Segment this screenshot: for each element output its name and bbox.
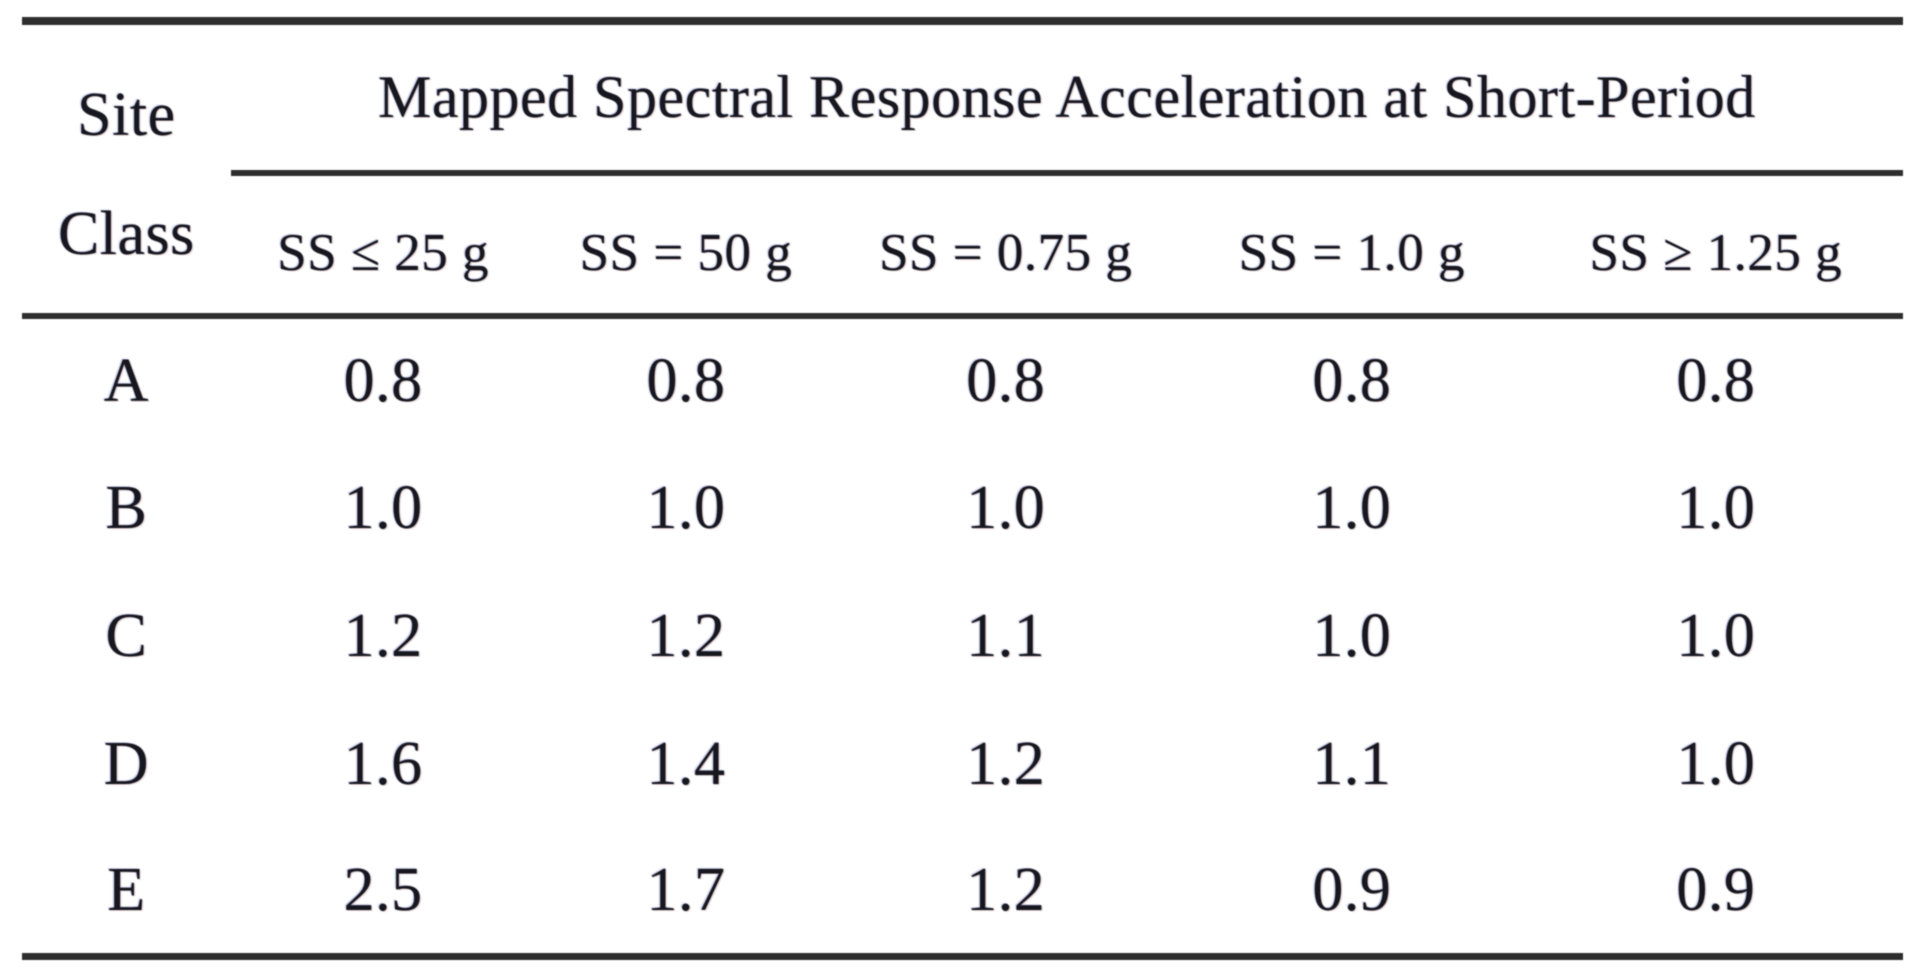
corner-header-lines: Site Class <box>22 31 231 319</box>
site-coefficient-table: Site Class Mapped Spectral Response Acce… <box>22 17 1903 960</box>
value-cell: 0.8 <box>646 347 726 415</box>
value-cell: 1.0 <box>1676 473 1756 542</box>
row-label: C <box>105 601 148 670</box>
table-body: A 0.8 0.8 0.8 0.8 0.8 B 1.0 1.0 1.0 1.0 … <box>22 316 1903 956</box>
value-cell: 1.7 <box>646 855 726 924</box>
value-cell: 1.2 <box>343 601 423 670</box>
table-row-d: D 1.6 1.4 1.2 1.1 1.0 <box>22 700 1903 828</box>
value-cell: 0.8 <box>1676 347 1756 415</box>
value-cell: 1.0 <box>1312 601 1392 670</box>
value-cell: 1.0 <box>646 473 726 542</box>
value-cell: 0.9 <box>1676 855 1756 924</box>
column-header-row: SS ≤ 25 g SS = 50 g SS = 0.75 g SS = 1.0… <box>22 172 1903 320</box>
corner-line-class: Class <box>57 200 195 269</box>
value-cell: 1.0 <box>343 473 423 542</box>
value-cell: 1.6 <box>343 729 423 798</box>
value-cell: 1.1 <box>1312 729 1392 798</box>
column-header-ss-025: SS ≤ 25 g <box>230 172 536 320</box>
value-cell: 1.0 <box>1312 473 1392 542</box>
row-label: E <box>107 855 146 924</box>
column-header-ss-050: SS = 50 g <box>535 172 837 320</box>
table-row-e: E 2.5 1.7 1.2 0.9 0.9 <box>22 828 1903 956</box>
value-cell: 1.2 <box>966 729 1046 798</box>
table-row-a: A 0.8 0.8 0.8 0.8 0.8 <box>22 316 1903 444</box>
value-cell: 1.0 <box>966 473 1046 542</box>
value-cell: 0.8 <box>1312 347 1392 415</box>
table-row-c: C 1.2 1.2 1.1 1.0 1.0 <box>22 572 1903 700</box>
spanning-column-header: Mapped Spectral Response Acceleration at… <box>230 21 1903 176</box>
span-header-row: Site Class Mapped Spectral Response Acce… <box>22 21 1903 319</box>
value-cell: 1.0 <box>1676 601 1756 670</box>
table-row-b: B 1.0 1.0 1.0 1.0 1.0 <box>22 444 1903 572</box>
row-label: B <box>105 473 148 542</box>
value-cell: 1.1 <box>966 601 1046 670</box>
value-cell: 2.5 <box>343 855 423 924</box>
row-label: A <box>103 347 150 415</box>
value-cell: 0.8 <box>343 347 423 415</box>
value-cell: 1.2 <box>646 601 726 670</box>
table-header: Site Class Mapped Spectral Response Acce… <box>22 21 1903 320</box>
column-header-ss-075: SS = 0.75 g <box>836 172 1176 320</box>
value-cell: 1.0 <box>1676 729 1756 798</box>
corner-header-site-class: Site Class <box>22 21 231 319</box>
value-cell: 1.4 <box>646 729 726 798</box>
corner-line-site: Site <box>77 80 176 149</box>
value-cell: 1.2 <box>966 855 1046 924</box>
value-cell: 0.8 <box>966 347 1046 415</box>
value-cell: 0.9 <box>1312 855 1392 924</box>
column-header-ss-100: SS = 1.0 g <box>1175 172 1529 320</box>
row-label: D <box>103 729 150 798</box>
column-header-ss-125: SS ≥ 1.25 g <box>1528 172 1903 320</box>
